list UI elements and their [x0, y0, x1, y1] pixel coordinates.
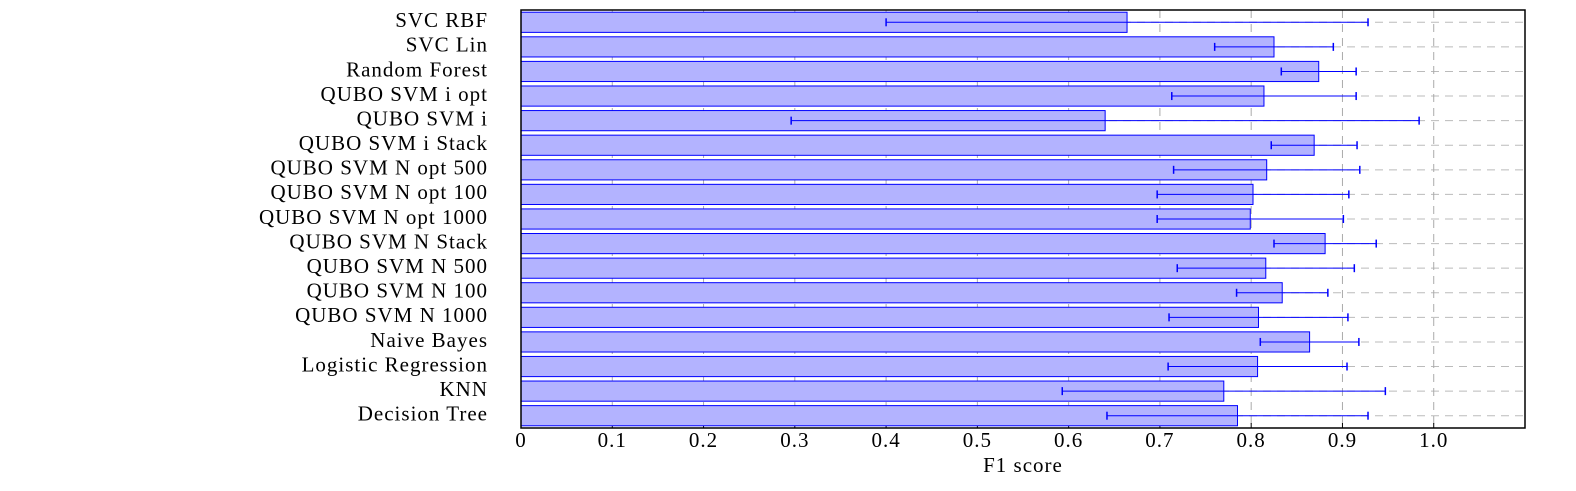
bar — [520, 233, 1326, 255]
y-tick-label: Decision Tree — [358, 402, 488, 426]
y-tick-label: QUBO SVM N 1000 — [295, 303, 488, 327]
bar — [520, 36, 1275, 58]
bar — [520, 355, 1259, 378]
bar — [520, 134, 1315, 156]
y-tick-label: QUBO SVM N opt 1000 — [259, 205, 488, 229]
bar — [520, 282, 1283, 304]
bar — [520, 183, 1254, 205]
x-axis-label: F1 score — [983, 453, 1063, 477]
y-tick-label: QUBO SVM i — [357, 106, 488, 130]
y-tick-label: Naive Bayes — [370, 328, 488, 352]
bar — [520, 60, 1320, 83]
x-tick-label: 0.8 — [1237, 428, 1266, 452]
x-tick-label: 0.7 — [1145, 428, 1174, 452]
x-tick-label: 0 — [515, 428, 527, 452]
bar — [520, 208, 1251, 230]
x-tick-label: 1.0 — [1419, 428, 1448, 452]
y-tick-label: SVC RBF — [395, 8, 488, 32]
y-tick-label: KNN — [440, 377, 489, 401]
bar — [520, 85, 1265, 107]
bar — [520, 306, 1259, 328]
y-tick-label: QUBO SVM N 100 — [307, 279, 488, 303]
x-tick-label: 0.5 — [963, 428, 992, 452]
x-tick-label: 0.3 — [780, 428, 809, 452]
y-tick-label: QUBO SVM N opt 100 — [270, 180, 488, 204]
plot-frame — [520, 9, 1526, 429]
bar — [520, 159, 1268, 181]
y-tick-label: Logistic Regression — [302, 352, 488, 376]
bar — [520, 257, 1267, 279]
y-tick-label: SVC Lin — [406, 33, 488, 57]
y-tick-label: QUBO SVM i opt — [321, 82, 488, 106]
x-tick-label: 0.6 — [1054, 428, 1083, 452]
y-tick-label: QUBO SVM N 500 — [307, 254, 488, 278]
x-tick-label: 0.9 — [1328, 428, 1357, 452]
bar — [520, 331, 1311, 353]
y-tick-label: QUBO SVM N Stack — [289, 229, 488, 253]
x-tick-label: 0.2 — [689, 428, 718, 452]
y-tick-label: QUBO SVM N opt 500 — [270, 156, 488, 180]
x-tick-label: 0.1 — [598, 428, 627, 452]
x-tick-label: 0.4 — [871, 428, 900, 452]
y-tick-label: Random Forest — [346, 57, 488, 81]
y-tick-label: QUBO SVM i Stack — [299, 131, 488, 155]
